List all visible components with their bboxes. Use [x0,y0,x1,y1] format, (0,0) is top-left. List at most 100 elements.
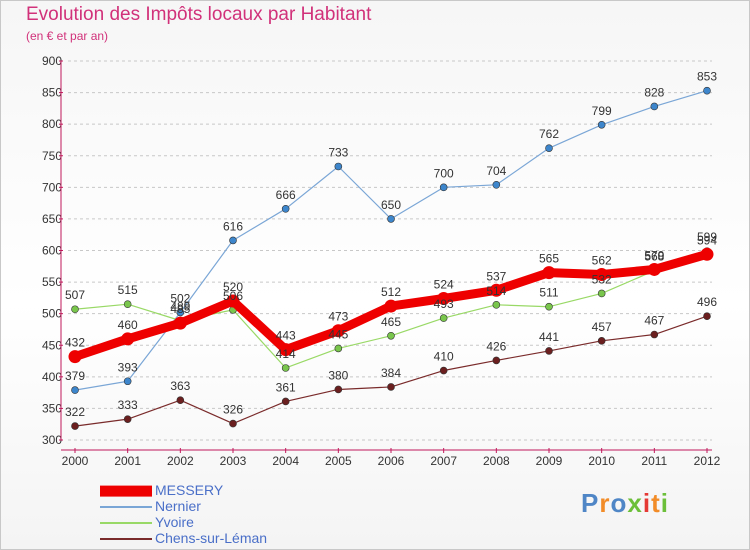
logo-letter: i [642,488,652,518]
x-tick-label: 2008 [483,454,510,468]
data-point [279,343,293,357]
x-tick-label: 2004 [272,454,299,468]
data-label: 515 [118,283,138,297]
data-label: 441 [539,330,559,344]
data-label: 465 [381,315,401,329]
data-label: 410 [434,350,454,364]
data-point [229,236,237,245]
logo-letter: r [599,488,611,518]
y-tick-label: 800 [42,117,62,131]
legend-label: Chens-sur-Léman [155,530,268,546]
data-point [176,396,185,405]
data-label: 853 [697,70,717,84]
data-label: 568 [644,250,664,264]
data-label: 432 [65,336,85,350]
data-point [71,386,79,394]
data-label: 333 [118,398,138,412]
data-label: 507 [65,288,85,302]
data-point [650,330,659,339]
x-tick-label: 2002 [167,454,194,468]
data-label: 537 [486,269,506,283]
data-point [71,305,79,314]
data-point [542,266,556,280]
data-point [492,356,501,365]
data-label: 733 [328,145,348,159]
x-tick-label: 2009 [536,454,563,468]
data-point [597,337,606,345]
data-point [123,415,132,423]
legend-swatch [100,499,152,515]
series-line-nernier [74,90,708,391]
data-label: 524 [434,278,454,292]
logo-letter: o [610,488,628,518]
data-label: 485 [170,302,190,316]
data-label: 460 [118,318,138,332]
data-point [281,397,290,406]
data-label: 443 [276,329,296,343]
data-point [437,292,451,306]
data-point [123,300,132,308]
data-label: 502 [170,291,190,305]
y-tick-label: 550 [42,275,62,289]
x-tick-label: 2003 [220,454,247,468]
data-point [439,366,448,375]
x-tick-label: 2007 [430,454,457,468]
logo-letter: t [651,488,661,518]
y-tick-label: 650 [42,212,62,226]
y-tick-label: 450 [42,338,62,352]
y-tick-label: 600 [42,244,62,258]
data-label: 457 [592,320,612,334]
data-point [492,181,501,189]
data-label: 473 [328,310,348,324]
data-point [439,183,448,192]
data-point [229,419,237,428]
data-label: 361 [276,380,296,394]
data-label: 445 [328,327,348,341]
data-point [492,301,501,309]
x-tick-label: 2000 [62,454,89,468]
data-label: 512 [381,285,401,299]
x-tick-label: 2012 [694,454,721,468]
legend-swatch [100,515,152,531]
data-label: 384 [381,366,401,380]
data-point [387,331,395,340]
legend-label: Yvoire [155,514,194,530]
legend-swatch [100,483,152,499]
data-point [123,377,132,386]
data-label: 506 [223,289,243,303]
x-tick-label: 2011 [641,454,667,468]
data-label: 489 [170,300,190,314]
data-label: 493 [434,297,454,311]
data-point [387,215,395,223]
data-point [650,102,659,111]
data-point [595,268,609,282]
data-point [489,283,503,297]
data-label: 520 [223,280,243,294]
data-point [281,364,290,372]
data-point [173,316,187,330]
x-tick-label: 2005 [325,454,352,468]
data-label: 467 [644,314,664,328]
data-label: 704 [486,164,506,178]
chart-title: Evolution des Impôts locaux par Habitant [26,4,372,25]
data-point [281,205,290,213]
y-tick-label: 350 [42,401,62,415]
x-tick-label: 2010 [588,454,615,468]
data-label: 700 [434,166,454,180]
data-point [597,289,606,298]
y-tick-label: 700 [42,180,62,194]
data-label: 363 [170,379,190,393]
data-label: 799 [592,104,612,118]
data-point [545,347,553,355]
data-label: 380 [328,368,348,382]
y-tick-label: 900 [42,54,62,68]
data-point [331,324,345,338]
legend-label: MESSERY [155,482,224,498]
data-point [334,344,343,353]
data-point [384,299,398,313]
y-tick-label: 300 [42,433,62,447]
data-label: 379 [65,369,85,383]
logo-letter: P [581,488,600,518]
data-label: 616 [223,219,243,233]
